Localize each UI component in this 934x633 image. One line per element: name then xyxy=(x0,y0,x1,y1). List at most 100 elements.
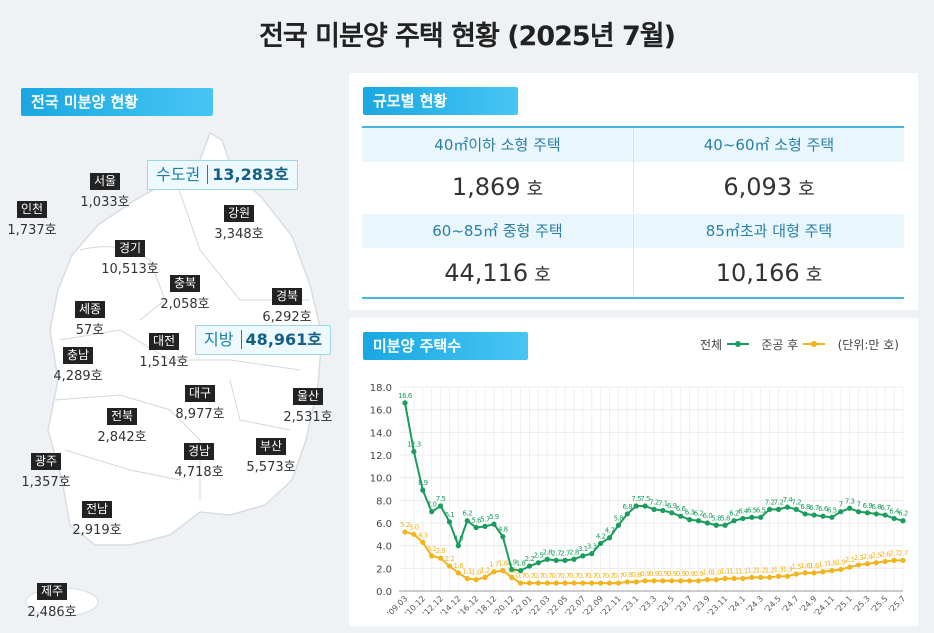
size-section-tag: 규모별 현황 xyxy=(363,87,518,115)
x-tick-label: '24.5 xyxy=(762,594,783,615)
data-label: 6.4 xyxy=(738,507,749,515)
data-label: 0.9 xyxy=(676,570,686,578)
region-count: 1,514호 xyxy=(139,355,189,370)
data-label: 2.7 xyxy=(898,549,908,557)
region-name: 충북 xyxy=(169,275,201,292)
data-point xyxy=(722,522,728,528)
data-label: 7 xyxy=(839,501,843,509)
region-name: 대구 xyxy=(184,385,216,402)
data-label: 16.6 xyxy=(398,392,413,400)
data-label: 0.8 xyxy=(631,571,641,579)
size-label: 40㎡이하 소형 주택 xyxy=(362,128,633,162)
y-tick-label: 8.0 xyxy=(376,496,392,507)
data-point xyxy=(491,521,497,527)
data-label: 0.7 xyxy=(525,572,535,580)
region-gyeonggi: 경기 10,513호 xyxy=(90,237,170,277)
size-label: 60~85㎡ 중형 주택 xyxy=(362,214,633,248)
data-point xyxy=(553,580,559,586)
data-point xyxy=(624,579,630,585)
data-label: 1.5 xyxy=(791,563,801,571)
data-label: 6.8 xyxy=(623,503,633,511)
size-unit: 호 xyxy=(534,265,551,286)
data-point xyxy=(553,557,559,564)
region-count: 6,292호 xyxy=(262,310,312,325)
chart-legend: 전체 준공 후 (단위:만 호) xyxy=(700,336,899,353)
region-name: 강원 xyxy=(223,205,255,222)
data-label: 5.7 xyxy=(480,515,490,523)
data-label: 8.9 xyxy=(418,479,428,487)
data-point xyxy=(446,519,453,525)
data-label: 7.2 xyxy=(791,498,801,506)
data-point xyxy=(873,560,879,566)
data-label: 6.9 xyxy=(863,502,873,510)
data-label: 0.7 xyxy=(569,572,579,580)
data-label: 2.9 xyxy=(436,547,446,555)
size-cell: 60~85㎡ 중형 주택 44,116 호 xyxy=(362,214,633,298)
data-label: 1.8 xyxy=(498,560,508,568)
y-tick-label: 14.0 xyxy=(370,428,392,439)
data-point xyxy=(651,506,657,512)
x-tick-label: '23.5 xyxy=(656,594,677,615)
data-label: 2.3 xyxy=(854,554,864,562)
region-name: 충남 xyxy=(62,347,94,364)
data-label: 1.0 xyxy=(711,569,721,577)
data-point xyxy=(749,514,755,520)
region-sejong: 세종 57호 xyxy=(50,298,130,338)
size-unit: 호 xyxy=(526,179,544,200)
data-point xyxy=(775,573,782,579)
x-tick-label: '24.1 xyxy=(727,594,748,615)
data-point xyxy=(464,518,470,524)
data-label: 0.7 xyxy=(534,572,544,580)
data-point xyxy=(660,578,666,584)
data-label: 1.2 xyxy=(765,566,775,574)
data-point xyxy=(651,578,657,584)
data-label: 4.0 xyxy=(454,535,464,543)
data-point xyxy=(767,574,773,581)
data-point xyxy=(598,540,604,547)
data-label: 7.2 xyxy=(774,498,784,506)
data-point xyxy=(740,515,746,522)
size-cell: 40~60㎡ 소형 주택 6,093 호 xyxy=(633,128,904,212)
data-point xyxy=(686,578,693,584)
region-jeonbuk: 전북 2,842호 xyxy=(82,405,162,445)
data-label: 7 xyxy=(857,501,861,509)
region-ulsan: 울산 2,531호 xyxy=(268,385,348,425)
data-label: 4.2 xyxy=(596,532,606,540)
data-point xyxy=(518,568,524,574)
data-label: 3.3 xyxy=(587,543,597,551)
data-label: 12.3 xyxy=(407,441,421,449)
data-label: 2.4 xyxy=(863,553,874,561)
data-point xyxy=(589,551,595,557)
region-count: 2,486호 xyxy=(27,605,77,620)
data-point xyxy=(802,511,808,517)
data-label: 1.7 xyxy=(818,561,828,569)
data-label: 2.6 xyxy=(880,551,891,559)
data-label: 0.8 xyxy=(623,571,633,579)
legend-total-label: 전체 xyxy=(700,338,723,352)
data-label: 6.3 xyxy=(685,509,695,517)
data-point xyxy=(731,518,737,524)
y-tick-label: 6.0 xyxy=(376,519,392,530)
korea-map xyxy=(25,131,323,617)
data-point xyxy=(678,513,684,519)
data-point xyxy=(562,580,568,586)
x-tick-label: '25.1 xyxy=(834,594,855,615)
region-daejeon: 대전 1,514호 xyxy=(124,330,204,370)
data-label: 6.2 xyxy=(729,510,739,518)
data-point xyxy=(571,556,577,562)
data-point xyxy=(793,571,799,577)
data-label: 0.7 xyxy=(516,572,526,580)
data-label: 7.2 xyxy=(649,498,659,506)
unit-label: (단위:만 호) xyxy=(837,338,899,352)
data-label: 0.7 xyxy=(587,572,597,580)
provinces-label: 지방 xyxy=(204,330,234,349)
data-point xyxy=(873,511,879,517)
data-point xyxy=(695,518,702,524)
page-title: 전국 미분양 주택 현황 (2025년 7월) xyxy=(259,21,676,52)
data-label: 1.6 xyxy=(809,562,820,570)
data-point xyxy=(598,580,604,586)
data-point xyxy=(660,507,666,514)
data-point xyxy=(535,560,541,566)
data-label: 6.4 xyxy=(889,507,900,515)
